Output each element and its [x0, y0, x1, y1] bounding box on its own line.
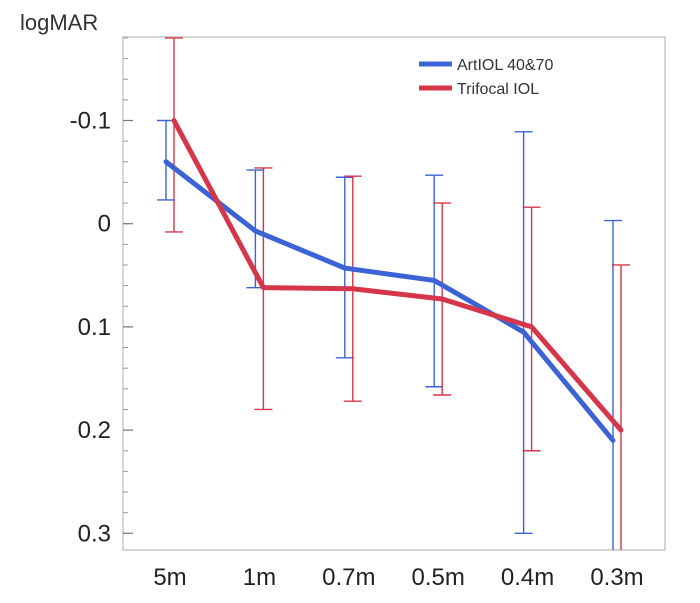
x-tick-label: 1m — [243, 564, 276, 591]
y-major-ticks — [123, 119, 133, 534]
x-tick-label: 5m — [153, 564, 186, 591]
legend-label: Trifocal IOL — [457, 81, 539, 98]
x-tick-label: 0.4m — [501, 564, 554, 591]
legend: ArtIOL 40&70 Trifocal IOL — [419, 57, 553, 98]
legend-label: ArtIOL 40&70 — [457, 57, 553, 74]
plot-frame — [122, 36, 666, 551]
y-tick-label: 0.2 — [78, 417, 111, 444]
x-tick-label: 0.5m — [412, 564, 465, 591]
y-tick-label: 0.1 — [78, 314, 111, 341]
y-tick-label: 0.3 — [78, 520, 111, 547]
x-tick-label: 0.3m — [590, 564, 643, 591]
y-tick-labels: -0.1 0 0.1 0.2 0.3 — [70, 108, 111, 548]
x-tick-label: 0.7m — [322, 564, 375, 591]
y-tick-label: -0.1 — [70, 108, 111, 135]
series-line — [163, 159, 616, 443]
series-line — [171, 118, 624, 433]
x-tick-labels: 5m 1m 0.7m 0.5m 0.4m 0.3m — [153, 564, 643, 591]
y-axis-label: logMAR — [20, 10, 98, 35]
y-tick-label: 0 — [98, 211, 111, 238]
series-lines — [163, 118, 624, 443]
